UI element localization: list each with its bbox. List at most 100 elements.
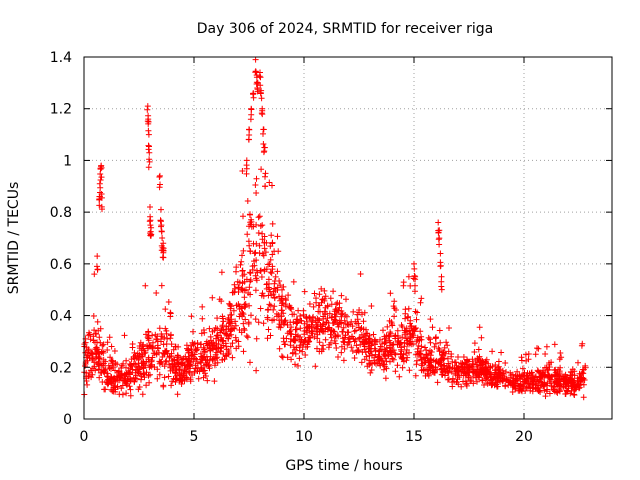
data-point xyxy=(211,362,218,369)
data-point xyxy=(245,136,252,143)
data-point xyxy=(442,372,448,379)
data-point xyxy=(198,359,205,366)
data-point xyxy=(211,378,218,385)
data-point xyxy=(111,374,118,381)
data-point xyxy=(411,326,418,333)
data-point xyxy=(471,340,478,347)
data-point xyxy=(183,368,190,375)
data-point xyxy=(340,339,347,346)
data-point xyxy=(104,373,110,380)
data-point xyxy=(394,327,401,334)
x-tick-label: 15 xyxy=(405,429,423,445)
data-point xyxy=(568,369,575,376)
data-point xyxy=(360,339,367,346)
data-point xyxy=(258,95,265,102)
data-point xyxy=(195,375,202,382)
data-point xyxy=(144,342,151,349)
data-point xyxy=(355,320,362,327)
data-point xyxy=(235,301,242,308)
data-point xyxy=(294,319,301,326)
data-point xyxy=(318,285,325,292)
data-point xyxy=(300,311,307,318)
data-point xyxy=(541,374,548,381)
data-point xyxy=(527,387,534,394)
data-point xyxy=(230,289,237,296)
data-point xyxy=(85,353,92,359)
data-point xyxy=(179,376,186,383)
data-point xyxy=(435,236,442,243)
data-point xyxy=(247,270,254,277)
data-point xyxy=(172,343,179,350)
data-point xyxy=(355,348,362,355)
data-point xyxy=(394,341,401,348)
data-point xyxy=(362,349,369,356)
data-point xyxy=(445,376,452,383)
data-point xyxy=(371,345,378,352)
data-point xyxy=(206,325,213,332)
data-point xyxy=(106,334,113,341)
data-point xyxy=(320,315,327,322)
data-point xyxy=(405,273,412,280)
data-point xyxy=(489,363,496,370)
data-point xyxy=(384,323,391,330)
data-point xyxy=(201,348,208,355)
data-point xyxy=(360,334,367,341)
data-point xyxy=(249,266,256,273)
data-point xyxy=(261,144,268,151)
data-point xyxy=(267,332,274,339)
data-point xyxy=(427,339,434,346)
data-point xyxy=(357,271,364,277)
data-point xyxy=(239,252,245,259)
data-point xyxy=(327,295,334,302)
data-point xyxy=(301,288,308,295)
data-point xyxy=(459,366,466,373)
data-point xyxy=(401,329,408,336)
data-point xyxy=(409,334,416,341)
data-point xyxy=(326,310,333,317)
data-point xyxy=(98,164,105,171)
data-point xyxy=(243,333,250,339)
data-point xyxy=(169,378,176,385)
data-point xyxy=(582,364,589,371)
data-point xyxy=(399,355,406,362)
data-point xyxy=(543,343,550,350)
data-point xyxy=(311,324,317,331)
data-point xyxy=(271,295,278,302)
data-point xyxy=(398,322,405,329)
data-point xyxy=(575,359,581,366)
data-point xyxy=(382,348,389,354)
data-point xyxy=(496,369,503,376)
data-point xyxy=(145,142,152,149)
data-point xyxy=(240,311,247,318)
data-point xyxy=(269,263,276,270)
data-point xyxy=(277,324,284,331)
x-tick-label: 0 xyxy=(80,429,89,445)
data-point xyxy=(560,384,567,391)
axis-ticks: 0 0.2 0.4 0.6 0.8 1 1.2 1.4 0 5 10 15 20 xyxy=(50,50,612,445)
data-point xyxy=(322,310,328,316)
y-tick-label: 1.2 xyxy=(50,102,72,118)
data-point xyxy=(414,357,420,364)
data-point xyxy=(333,301,340,308)
data-point xyxy=(349,348,356,354)
data-point xyxy=(370,331,377,338)
data-point xyxy=(257,305,264,312)
data-point xyxy=(475,356,482,363)
data-point xyxy=(264,307,271,313)
data-point xyxy=(201,362,207,369)
data-point xyxy=(269,220,276,227)
data-point xyxy=(132,352,139,359)
data-point xyxy=(274,287,281,293)
data-point xyxy=(157,359,164,366)
data-point xyxy=(178,355,184,362)
data-point xyxy=(219,357,226,363)
data-point xyxy=(344,321,351,328)
data-point xyxy=(227,305,234,312)
y-tick-label: 0.8 xyxy=(50,205,72,221)
data-point xyxy=(392,368,399,375)
data-point xyxy=(262,183,269,190)
data-point xyxy=(96,366,102,373)
data-point xyxy=(327,331,334,338)
data-point xyxy=(448,353,455,360)
data-point xyxy=(528,369,535,376)
